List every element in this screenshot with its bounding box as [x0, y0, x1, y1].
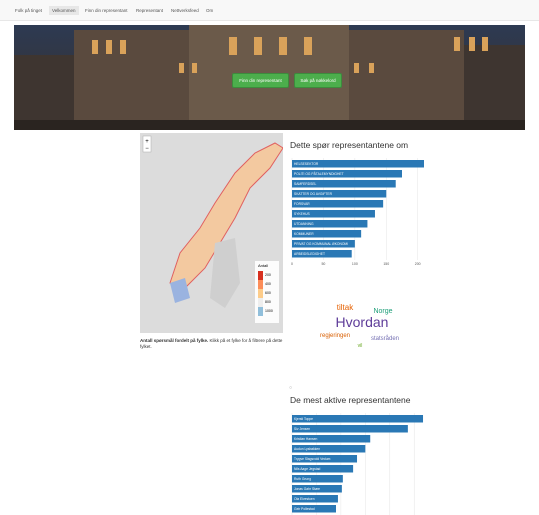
bar-label: Kristian Hansen: [294, 437, 317, 441]
bar-label: Ola Elvestuen: [294, 497, 315, 501]
bar-label: Nils Aage Jegstad: [294, 467, 321, 471]
nav-tab[interactable]: Om: [203, 6, 216, 15]
legend-title: Antall: [258, 263, 268, 268]
nav-tab[interactable]: Velkommen: [49, 6, 79, 15]
bar-chart: Dette spør representantene om 0 50 100 150 20…: [285, 135, 435, 265]
bar-label: Jonas Gahr Støre: [294, 487, 320, 491]
legend-swatch: [258, 280, 263, 289]
bar-label: ARBEIDSLEDIGHET: [294, 252, 325, 256]
x-tick-label: 50: [321, 262, 325, 265]
legend-swatch: [258, 298, 263, 307]
word: statsråden: [371, 335, 399, 342]
bar-label: Kjersti Toppe: [294, 417, 313, 421]
word: Norge: [373, 308, 392, 315]
bar-label: Ruth Grung: [294, 477, 311, 481]
bar-label: Siv Jensen: [294, 427, 310, 431]
legend-swatch: [258, 307, 263, 316]
bar-chart: De mest aktive representantene0501001502…: [285, 390, 435, 515]
legend-label: 600: [265, 291, 271, 295]
chart-title: Dette spør representantene om: [290, 140, 408, 150]
map-caption: Antall spørsmål fordelt på fylke. Klikk …: [140, 338, 283, 350]
word: Hvordan: [336, 314, 389, 330]
bar-label: PRIVAT OG KOMMUNAL ØKONOMI: [294, 242, 348, 246]
legend-label: 1000: [265, 309, 273, 313]
navbar: [0, 0, 539, 21]
x-tick-label: 100: [352, 262, 358, 265]
nav-tab[interactable]: Nettverksfeed: [168, 6, 202, 15]
bar-label: SYKEHUS: [294, 212, 311, 216]
x-tick-label: 200: [415, 262, 421, 265]
bar-label: SAMFERDSEL: [294, 182, 317, 186]
bar-label: SKATTER OG AVGIFTER: [294, 192, 333, 196]
x-tick-label: 0: [291, 262, 293, 265]
page: Folk på tinget Velkommen Finn din repres…: [0, 0, 539, 515]
bar-label: Trygve Slagsvold Vedum: [294, 457, 331, 461]
bar-label: HELSESEKTOR: [294, 162, 319, 166]
bar-label: FORSVAR: [294, 202, 310, 206]
bar-label: Geir Pollestad: [294, 507, 315, 511]
search-button[interactable]: Søk på nøkkelord: [294, 73, 342, 88]
bar-label: UTDANNING: [294, 222, 314, 226]
word: regjeringen: [320, 333, 350, 339]
wordcloud: Hvordan tiltak Norge regjeringen statsråden v…: [305, 285, 420, 360]
zoom-in[interactable]: +: [145, 139, 149, 145]
bar-label: Audun Lysbakken: [294, 447, 320, 451]
legend-label: 800: [265, 300, 271, 304]
x-tick-label: 150: [383, 262, 389, 265]
word: tiltak: [337, 303, 354, 312]
nav-brand[interactable]: Folk på tinget: [12, 6, 45, 15]
legend-label: 400: [265, 282, 271, 286]
map[interactable]: + − Antall 200 400 600 800 1000: [140, 133, 283, 333]
bar-label: KOMMUNER: [294, 232, 314, 236]
zoom-out[interactable]: −: [145, 146, 149, 152]
bar-label: POLITI OG PÅTALEMYNDIGHET: [294, 171, 344, 176]
legend-swatch: [258, 289, 263, 298]
nav-tab[interactable]: Representant: [133, 6, 166, 15]
legend-swatch: [258, 271, 263, 280]
find-rep-button[interactable]: Finn din representant: [232, 73, 289, 88]
word: vil: [358, 343, 363, 349]
legend-label: 200: [265, 273, 271, 277]
chart-title: De mest aktive representantene: [290, 395, 411, 405]
nav-tab[interactable]: Finn din representant: [82, 6, 131, 15]
